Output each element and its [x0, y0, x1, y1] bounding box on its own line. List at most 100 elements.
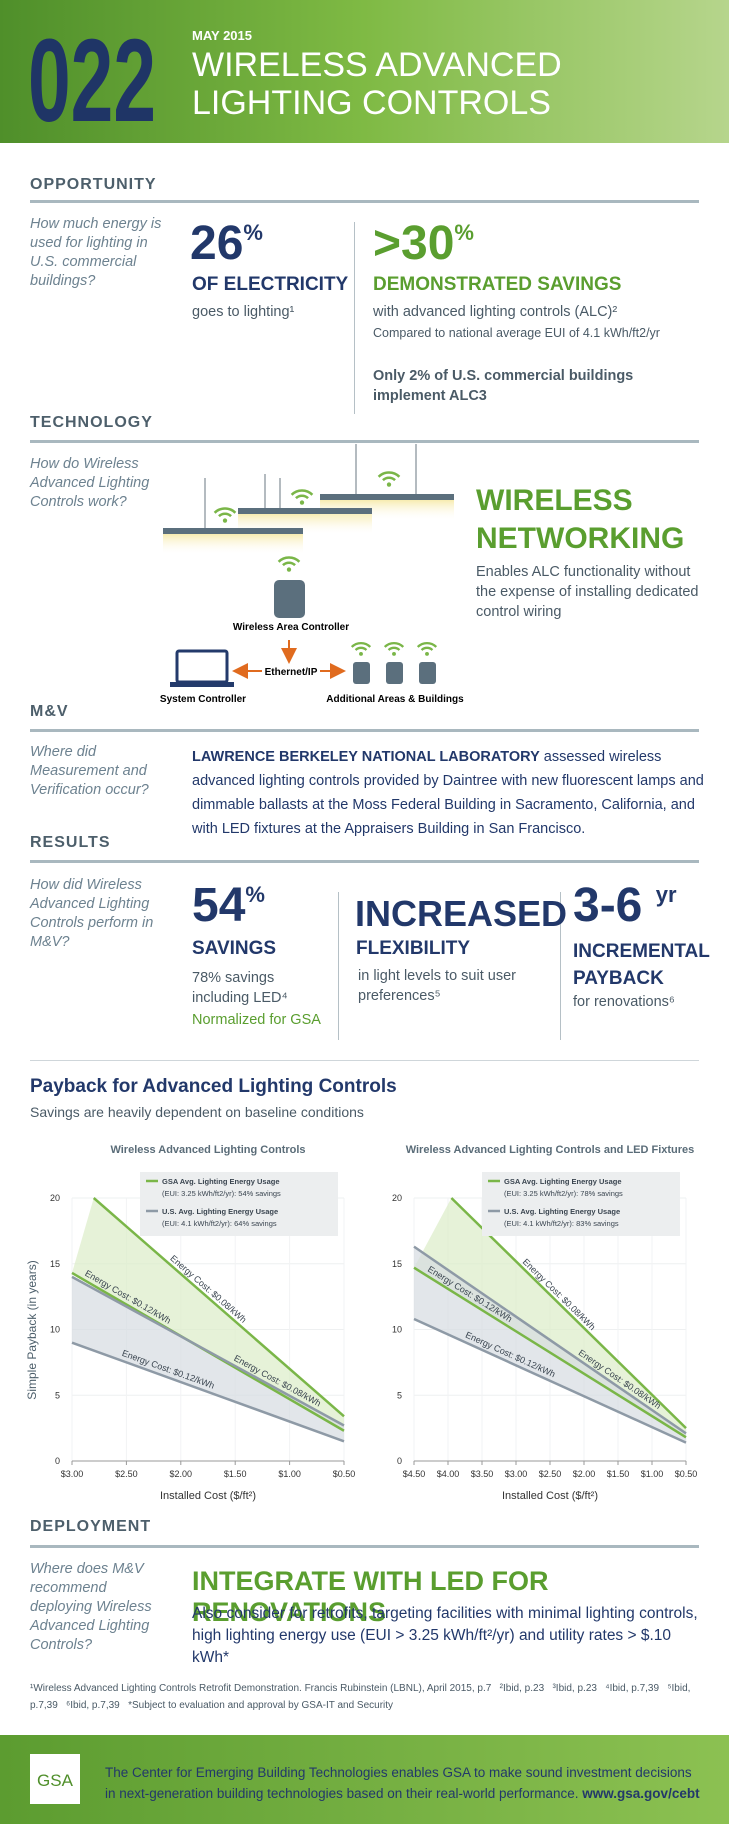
- y-tick-label: 15: [392, 1259, 402, 1269]
- x-tick-label: $2.00: [573, 1469, 596, 1479]
- section-rule: [30, 1545, 699, 1548]
- line: [413, 1317, 687, 1444]
- stat: 54%: [192, 880, 265, 932]
- mv-text: assessed wireless advanced lighting cont…: [192, 749, 704, 837]
- legend-label: GSA Avg. Lighting Energy Usage: [504, 1177, 622, 1186]
- x-tick-label: $4.00: [437, 1469, 460, 1479]
- x-tick-label: $3.50: [471, 1469, 494, 1479]
- x-tick-label: $2.00: [170, 1469, 193, 1479]
- stat-value: 30: [401, 217, 455, 270]
- stat-unit: %: [243, 220, 263, 245]
- section-heading: M&V: [30, 703, 69, 720]
- legend-label: GSA Avg. Lighting Energy Usage: [162, 1177, 280, 1186]
- stat-prefix: >: [373, 217, 402, 270]
- legend-note: (EUI: 4.1 kWh/ft2/yr): 64% savings: [162, 1219, 277, 1228]
- question: How do Wireless Advanced Lighting Contro…: [30, 456, 150, 510]
- stat-label: SAVINGS: [192, 938, 277, 959]
- section-heading: RESULTS: [30, 834, 111, 851]
- legend-label: U.S. Avg. Lighting Energy Usage: [504, 1207, 620, 1216]
- header-band: [0, 0, 729, 143]
- question: Where does M&V recommend deploying Wirel…: [30, 1561, 152, 1653]
- legend-label: U.S. Avg. Lighting Energy Usage: [162, 1207, 278, 1216]
- x-tick-label: $2.50: [115, 1469, 138, 1479]
- question: Where did Measurement and Verification o…: [30, 744, 149, 798]
- chart-title: Wireless Advanced Lighting Controls and …: [406, 1144, 695, 1156]
- x-axis-label: Installed Cost ($/ft²): [160, 1490, 256, 1502]
- tech-text: Enables ALC functionality without the ex…: [476, 564, 699, 620]
- stat-text: for renovations⁶: [573, 994, 675, 1010]
- title: LIGHTING CONTROLS: [192, 84, 551, 122]
- x-tick-label: $3.00: [505, 1469, 528, 1479]
- divider: [560, 892, 561, 1040]
- band-area: [72, 1198, 344, 1431]
- y-tick-label: 0: [397, 1456, 402, 1466]
- band-area: [72, 1276, 344, 1442]
- logo-box: [30, 1754, 80, 1804]
- legend-note: (EUI: 4.1 kWh/ft2/yr): 83% savings: [504, 1219, 619, 1228]
- x-axis-label: Installed Cost ($/ft²): [502, 1490, 598, 1502]
- y-tick-label: 10: [50, 1325, 60, 1335]
- y-tick-label: 5: [397, 1390, 402, 1400]
- diagram-label: Ethernet/IP: [265, 667, 318, 678]
- headline: WIRELESS: [476, 484, 633, 517]
- stat: >30%: [373, 218, 474, 270]
- x-tick-label: $3.00: [61, 1469, 84, 1479]
- section-rule: [30, 200, 699, 203]
- deployment-text: Also consider for retrofits, targeting f…: [192, 1605, 698, 1666]
- footer-url: www.gsa.gov/cebt: [582, 1786, 700, 1801]
- stat-label: INCREMENTAL PAYBACK: [573, 941, 710, 989]
- stat-text: 78% savings including LED⁴: [192, 970, 288, 1006]
- headline: NETWORKING: [476, 522, 685, 555]
- y-tick-label: 5: [55, 1390, 60, 1400]
- question: How much energy is used for lighting in …: [30, 216, 162, 289]
- x-tick-label: $1.50: [224, 1469, 247, 1479]
- stat-label: INCREASED: [355, 893, 568, 934]
- stat-value: 3-6: [573, 879, 643, 932]
- band-area: [414, 1198, 686, 1438]
- stat-text: with advanced lighting controls (ALC)²: [373, 304, 618, 320]
- stat-text: in light levels to suit user preferences…: [358, 968, 516, 1004]
- section-heading: TECHNOLOGY: [30, 414, 153, 431]
- footer-text: The Center for Emerging Building Technol…: [105, 1762, 705, 1804]
- x-tick-label: $1.00: [641, 1469, 664, 1479]
- stat-text: goes to lighting¹: [192, 304, 295, 320]
- chart-section-title: Payback for Advanced Lighting Controls: [30, 1076, 397, 1097]
- stat-label: DEMONSTRATED SAVINGS: [373, 274, 622, 295]
- chart-title: Wireless Advanced Lighting Controls: [110, 1144, 305, 1156]
- stat-sublabel: FLEXIBILITY: [356, 938, 470, 959]
- stat-value: 26: [190, 217, 244, 270]
- section-heading: DEPLOYMENT: [30, 1518, 152, 1535]
- stat-label: OF ELECTRICITY: [192, 274, 349, 295]
- legend-note: (EUI: 3.25 kWh/ft2/yr): 78% savings: [504, 1189, 623, 1198]
- y-tick-label: 0: [55, 1456, 60, 1466]
- y-tick-label: 20: [50, 1193, 60, 1203]
- question: How did Wireless Advanced Lighting Contr…: [30, 877, 154, 950]
- y-axis-label: Simple Payback (in years): [25, 1260, 39, 1399]
- stat: 3-6 yr: [573, 880, 677, 932]
- date: MAY 2015: [192, 28, 252, 43]
- line: [413, 1245, 687, 1435]
- stat-note: Compared to national average EUI of 4.1 …: [373, 326, 660, 340]
- stat-note: Normalized for GSA: [192, 1012, 321, 1028]
- y-tick-label: 15: [50, 1259, 60, 1269]
- mv-paragraph: LAWRENCE BERKELEY NATIONAL LABORATORY as…: [192, 745, 704, 841]
- title: WIRELESS ADVANCED: [192, 46, 562, 84]
- stat-value: 54: [192, 879, 246, 932]
- diagram-label: System Controller: [160, 694, 246, 705]
- y-tick-label: 20: [392, 1193, 402, 1203]
- diagram-label: Additional Areas & Buildings: [326, 694, 464, 705]
- y-tick-label: 10: [392, 1325, 402, 1335]
- x-tick-label: $2.50: [539, 1469, 562, 1479]
- organization: LAWRENCE BERKELEY NATIONAL LABORATORY: [192, 749, 540, 765]
- divider: [354, 222, 355, 414]
- stat-unit: yr: [655, 882, 677, 907]
- stat-highlight: Only 2% of U.S. commercial buildings imp…: [373, 368, 634, 404]
- stat: 26%: [190, 218, 263, 270]
- chart-section-subtitle: Savings are heavily dependent on baselin…: [30, 1104, 364, 1120]
- legend-box: [482, 1172, 680, 1236]
- x-tick-label: $1.50: [607, 1469, 630, 1479]
- footer-statement: The Center for Emerging Building Technol…: [105, 1765, 692, 1801]
- line: [413, 1266, 687, 1439]
- logo: GSA: [37, 1771, 74, 1790]
